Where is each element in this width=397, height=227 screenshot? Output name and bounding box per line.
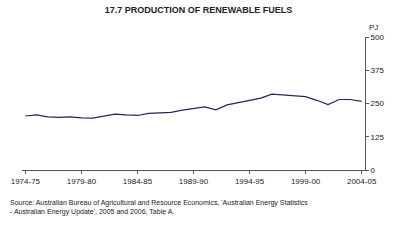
svg-text:Source: Australian Bureau of A: Source: Australian Bureau of Agricultura… (10, 199, 308, 216)
svg-text:500: 500 (371, 33, 385, 42)
svg-text:PJ: PJ (369, 23, 378, 32)
svg-text:1974-75: 1974-75 (11, 177, 41, 186)
svg-text:1994-95: 1994-95 (235, 177, 265, 186)
svg-text:1984-85: 1984-85 (123, 177, 153, 186)
svg-text:0: 0 (371, 166, 376, 175)
svg-text:1999-00: 1999-00 (291, 177, 321, 186)
svg-text:17.7 PRODUCTION OF RENEWABLE F: 17.7 PRODUCTION OF RENEWABLE FUELS (105, 5, 293, 15)
svg-text:1979-80: 1979-80 (67, 177, 97, 186)
svg-text:250: 250 (371, 99, 385, 108)
svg-text:1989-90: 1989-90 (179, 177, 209, 186)
svg-text:375: 375 (371, 66, 385, 75)
svg-text:125: 125 (371, 133, 385, 142)
svg-text:2004-05: 2004-05 (347, 177, 377, 186)
